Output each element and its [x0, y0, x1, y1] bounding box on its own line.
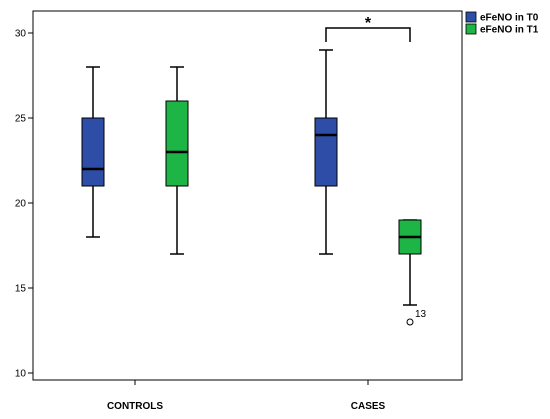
significance-bracket	[325, 27, 411, 42]
box-controls-t0	[81, 66, 105, 238]
iqr-box	[81, 117, 105, 187]
y-tick-label: 25	[15, 114, 27, 125]
x-category-label: CONTROLS	[107, 401, 163, 412]
legend-label: eFeNO in T0	[480, 13, 539, 24]
legend-label: eFeNO in T1	[480, 25, 539, 36]
outlier-label: 13	[415, 309, 427, 320]
iqr-box	[314, 117, 338, 187]
box-series: 13	[81, 49, 427, 326]
plot-frame	[32, 10, 463, 381]
y-tick-label: 20	[15, 199, 27, 210]
iqr-box	[165, 100, 189, 187]
y-tick-label: 10	[15, 369, 27, 380]
box-cases-t0	[314, 49, 338, 255]
x-axis: CONTROLS CASES	[107, 380, 386, 412]
x-category-label: CASES	[351, 401, 386, 412]
box-cases-t1: 13	[398, 219, 427, 326]
legend-swatch	[465, 23, 477, 35]
legend-swatch	[465, 11, 477, 23]
significance-marker: *	[365, 15, 372, 32]
y-tick-label: 15	[15, 284, 27, 295]
box-controls-t1	[165, 66, 189, 255]
y-axis: 10 15 20 25 30	[15, 29, 33, 380]
outlier-point	[406, 318, 414, 326]
annotations: *	[325, 15, 411, 42]
y-tick-label: 30	[15, 29, 27, 40]
